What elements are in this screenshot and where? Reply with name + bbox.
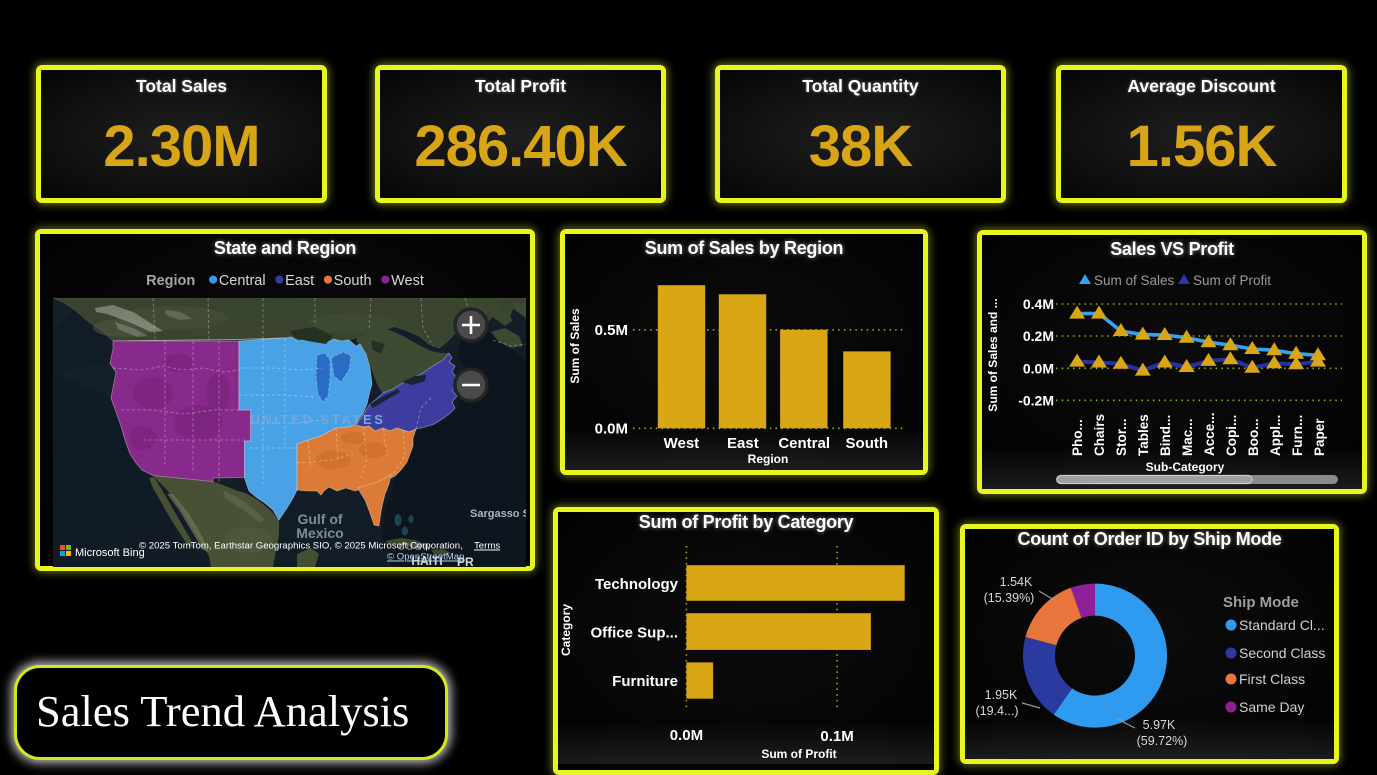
svg-text:Pho...: Pho... [1070, 419, 1085, 456]
svg-text:PR: PR [457, 555, 474, 567]
svg-text:0.4M: 0.4M [1023, 296, 1054, 312]
svg-text:UNITED STATES: UNITED STATES [250, 412, 385, 427]
svg-text:HAITI: HAITI [411, 554, 442, 567]
svg-text:Second Class: Second Class [1239, 645, 1325, 661]
svg-text:0.0M: 0.0M [1023, 360, 1054, 376]
svg-text:Tables: Tables [1136, 414, 1151, 456]
svg-text:Sum of Profit: Sum of Profit [761, 747, 836, 761]
svg-text:Paper: Paper [1312, 418, 1327, 456]
svg-text:Sargasso S: Sargasso S [470, 508, 526, 520]
svg-text:Central: Central [778, 435, 830, 452]
svg-text:Same Day: Same Day [1239, 699, 1304, 715]
svg-text:Sub-Category: Sub-Category [1146, 460, 1225, 474]
svg-text:0.1M: 0.1M [820, 728, 853, 745]
svg-text:Copi...: Copi... [1224, 415, 1239, 456]
svg-text:Chairs: Chairs [1092, 414, 1107, 456]
svg-text:Gulf of: Gulf of [297, 511, 342, 527]
svg-text:Mexico: Mexico [296, 525, 343, 541]
svg-text:East: East [727, 435, 759, 452]
svg-text:Acce...: Acce... [1202, 412, 1217, 456]
svg-text:(59.72%): (59.72%) [1137, 734, 1188, 748]
svg-text:Region: Region [748, 452, 789, 466]
svg-text:Sum of Sales: Sum of Sales [568, 308, 582, 384]
svg-text:(15.39%): (15.39%) [984, 591, 1035, 605]
svg-text:Boo...: Boo... [1246, 419, 1261, 457]
svg-text:Sum of Sales: Sum of Sales [1094, 273, 1175, 288]
svg-text:0.5M: 0.5M [595, 322, 628, 339]
svg-text:Mac...: Mac... [1180, 418, 1195, 456]
svg-text:Terms: Terms [474, 541, 500, 552]
svg-text:Category: Category [559, 604, 573, 656]
svg-text:-0.2M: -0.2M [1018, 392, 1054, 408]
svg-text:1.95K: 1.95K [985, 688, 1018, 702]
svg-text:Standard Cl...: Standard Cl... [1239, 617, 1325, 633]
svg-text:0.2M: 0.2M [1023, 328, 1054, 344]
svg-text:(19.4...): (19.4...) [975, 704, 1018, 718]
svg-text:1.54K: 1.54K [1000, 575, 1033, 589]
svg-text:CUBA: CUBA [398, 542, 432, 552]
svg-text:South: South [846, 435, 889, 452]
svg-text:© OpenStreetMap: © OpenStreetMap [387, 552, 464, 563]
svg-text:Sum of Profit: Sum of Profit [1193, 273, 1271, 288]
svg-text:Bind...: Bind... [1158, 415, 1173, 456]
svg-text:Furn...: Furn... [1290, 415, 1305, 456]
svg-text:0.0M: 0.0M [670, 727, 703, 744]
svg-text:Furniture: Furniture [612, 673, 678, 690]
svg-text:Sum of Sales and ...: Sum of Sales and ... [986, 298, 1000, 411]
svg-text:5.97K: 5.97K [1143, 718, 1176, 732]
svg-text:Technology: Technology [595, 576, 679, 593]
svg-text:Office Sup...: Office Sup... [590, 625, 678, 642]
svg-text:0.0M: 0.0M [595, 420, 628, 437]
svg-text:First Class: First Class [1239, 671, 1305, 687]
svg-text:Stor...: Stor... [1114, 418, 1129, 456]
svg-text:Ship Mode: Ship Mode [1223, 594, 1299, 611]
svg-text:West: West [664, 435, 700, 452]
svg-text:Microsoft Bing: Microsoft Bing [75, 547, 145, 559]
svg-text:Appl...: Appl... [1268, 415, 1283, 456]
svg-text:© 2025 TomTom, Earthstar Geogr: © 2025 TomTom, Earthstar Geographics SIO… [139, 541, 463, 552]
